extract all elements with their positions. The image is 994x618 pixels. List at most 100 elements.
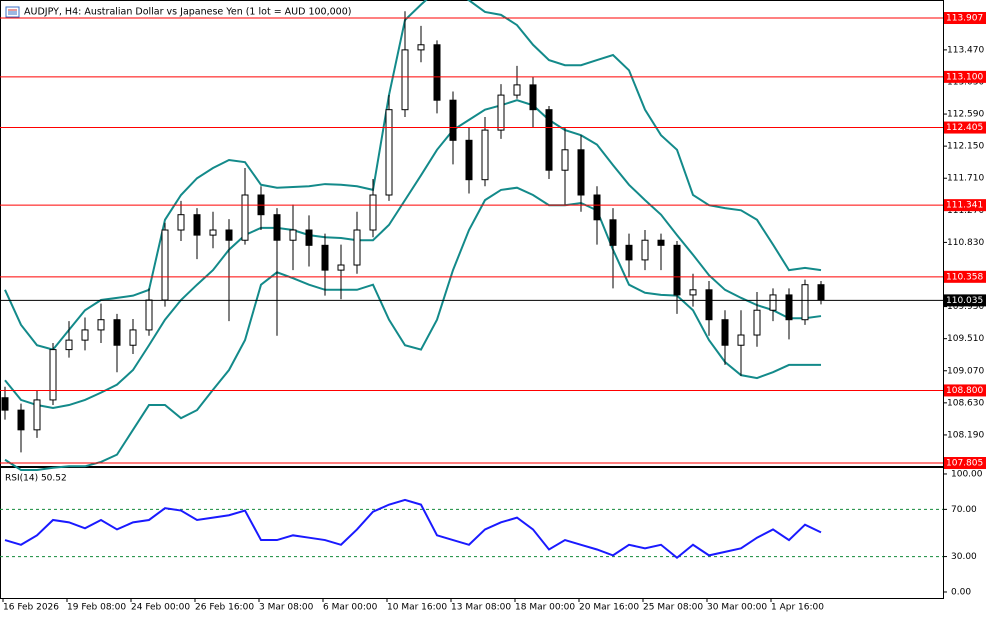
x-tick-label: 19 Feb 08:00	[67, 603, 126, 613]
candle-body	[161, 229, 169, 301]
price-panel	[0, 0, 944, 467]
level-label: 108.800	[946, 386, 983, 396]
candle-body	[145, 299, 153, 331]
chart-title: AUDJPY, H4: Australian Dollar vs Japanes…	[24, 7, 351, 18]
candle-body	[193, 214, 201, 236]
level-label-box	[944, 457, 986, 470]
candle-body	[113, 319, 121, 346]
level-label-box	[944, 199, 986, 212]
y-tick-label: 30.00	[951, 552, 977, 562]
candle-body	[433, 44, 441, 101]
candle-body	[305, 229, 313, 246]
symbol-icon	[5, 6, 20, 18]
x-tick-label: 26 Feb 16:00	[195, 603, 254, 613]
candle-body	[1, 397, 9, 411]
y-tick-label: 109.950	[947, 302, 984, 312]
candle-body	[273, 214, 281, 241]
level-label: 113.100	[946, 72, 983, 82]
candle-body	[49, 349, 57, 401]
candle-body	[705, 289, 713, 321]
level-label-box	[944, 270, 986, 283]
x-tick-label: 24 Feb 00:00	[131, 603, 190, 613]
level-label-box	[944, 384, 986, 397]
x-tick-label: 16 Feb 2026	[3, 603, 59, 613]
candle-body	[545, 109, 553, 171]
candle-body	[129, 329, 137, 346]
level-label-box	[944, 121, 986, 134]
candle-body	[641, 239, 649, 261]
last-price-label: 110.035	[946, 296, 983, 306]
candle-body	[753, 309, 761, 336]
x-tick-label: 1 Apr 16:00	[771, 603, 824, 613]
candle-body	[289, 229, 297, 241]
candle-body	[321, 244, 329, 271]
y-tick-label: 0.00	[951, 587, 971, 597]
y-tick-label: 108.630	[947, 398, 984, 408]
level-label-box	[944, 70, 986, 83]
candle-body	[497, 94, 505, 131]
candle-body	[577, 149, 585, 196]
y-tick-label: 100.00	[951, 469, 983, 479]
x-tick-label: 25 Mar 08:00	[643, 603, 703, 613]
candle-body	[785, 294, 793, 321]
x-tick-label: 6 Mar 00:00	[323, 603, 378, 613]
candle-body	[737, 334, 745, 346]
candle-body	[241, 194, 249, 241]
bollinger-middle	[4, 99, 822, 409]
candle-body	[337, 264, 345, 271]
candle-body	[561, 149, 569, 171]
rsi-line	[4, 498, 822, 560]
candle-body	[97, 319, 105, 331]
candle-body	[769, 294, 777, 311]
y-tick-label: 109.070	[947, 366, 984, 376]
candle-body	[401, 49, 409, 111]
candle-body	[385, 109, 393, 196]
y-tick-label: 109.510	[947, 334, 984, 344]
y-tick-label: 70.00	[951, 505, 977, 515]
candle-body	[81, 329, 89, 341]
x-tick-label: 10 Mar 16:00	[387, 603, 447, 613]
y-tick-label: 112.590	[947, 110, 984, 120]
bollinger-lower	[4, 186, 821, 471]
candle-body	[33, 399, 41, 431]
candle-body	[465, 139, 473, 181]
level-label-box	[944, 12, 986, 25]
candle-body	[689, 289, 697, 296]
last-price-box	[944, 294, 986, 307]
candle-body	[449, 99, 457, 141]
candle-body	[481, 129, 489, 181]
candle-body	[721, 319, 729, 346]
y-tick-label: 113.470	[947, 45, 984, 55]
x-tick-label: 3 Mar 08:00	[259, 603, 314, 613]
y-tick-label: 110.830	[947, 238, 984, 248]
candle-body	[369, 194, 377, 231]
y-tick-label: 108.190	[947, 430, 984, 440]
rsi-panel	[0, 467, 944, 599]
level-label: 113.907	[946, 14, 983, 24]
candle-body	[609, 219, 617, 246]
candle-body	[801, 284, 809, 321]
x-tick-label: 13 Mar 08:00	[451, 603, 511, 613]
level-label: 107.805	[946, 459, 983, 469]
candle-body	[817, 284, 825, 301]
candle-body	[417, 44, 425, 51]
x-tick-label: 20 Mar 16:00	[579, 603, 639, 613]
candle-body	[225, 229, 233, 241]
candle-body	[65, 339, 73, 351]
level-label: 110.358	[946, 272, 983, 282]
candle-body	[353, 229, 361, 266]
candle-body	[209, 229, 217, 236]
y-tick-label: 112.150	[947, 142, 984, 152]
bollinger-upper	[4, 0, 822, 351]
level-label: 111.341	[946, 201, 983, 211]
candle-body	[625, 244, 633, 261]
level-label: 112.405	[946, 123, 983, 133]
candle-body	[657, 239, 665, 246]
y-tick-label: 111.710	[947, 174, 984, 184]
rsi-title: RSI(14) 50.52	[5, 474, 67, 484]
candle-body	[17, 409, 25, 431]
candle-body	[673, 244, 681, 296]
x-tick-label: 18 Mar 00:00	[515, 603, 575, 613]
candle-body	[529, 84, 537, 111]
